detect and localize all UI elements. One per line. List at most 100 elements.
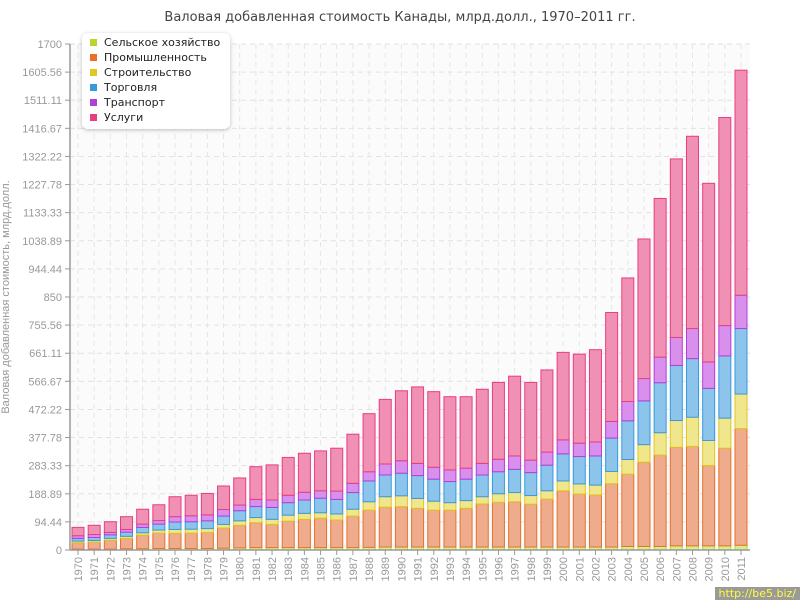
bar-segment <box>233 524 247 549</box>
bar-segment <box>314 517 328 549</box>
bar-segment <box>540 490 554 500</box>
bar-segment <box>524 503 538 548</box>
bar-segment <box>297 491 311 501</box>
axes: 0 94.44 188.89 283.33 377.78 472.22 566.67 661.… <box>22 39 750 581</box>
bar-segment <box>508 468 522 494</box>
bar-segment <box>443 396 457 471</box>
bar-segment <box>346 515 360 549</box>
bar-segment <box>508 501 522 548</box>
bar-segment <box>346 433 360 484</box>
bar-segment <box>217 509 231 517</box>
bar-segment <box>330 498 344 515</box>
bar-segment <box>394 495 408 508</box>
bar-segment <box>556 351 570 441</box>
bar-segment <box>669 446 683 547</box>
x-tick-label: 1999 <box>542 557 554 581</box>
y-tick-label: 850 <box>44 292 62 304</box>
x-tick-label: 2005 <box>639 557 651 581</box>
y-tick-label: 94.44 <box>34 517 62 529</box>
bar-segment <box>685 445 699 547</box>
bar-segment <box>184 515 198 523</box>
bar-segment <box>443 481 457 504</box>
x-tick-label: 2001 <box>574 557 586 581</box>
bar-segment <box>103 534 117 539</box>
legend-item[interactable]: Промышленность <box>90 50 220 65</box>
legend-item[interactable]: Транспорт <box>90 95 220 110</box>
legend-swatch-icon <box>90 39 97 46</box>
legend-item[interactable]: Услуги <box>90 110 220 125</box>
bar-segment <box>249 466 263 500</box>
x-tick-label: 2006 <box>655 557 667 581</box>
x-tick-label: 1987 <box>348 557 360 581</box>
x-tick-label: 2008 <box>687 557 699 581</box>
legend-item[interactable]: Торговля <box>90 80 220 95</box>
bar-segment <box>572 353 586 444</box>
bar-segment <box>168 528 182 534</box>
bar-segment <box>718 417 732 449</box>
bar-segment <box>217 527 231 549</box>
y-tick-label: 1322.22 <box>22 151 62 163</box>
bar-segment <box>459 500 473 509</box>
bar-segment <box>491 501 505 548</box>
x-tick-label: 1984 <box>299 557 311 581</box>
y-tick-label: 188.89 <box>28 489 62 501</box>
bar-segment <box>217 523 231 529</box>
bar-segment <box>87 524 101 536</box>
legend-swatch-icon <box>90 54 97 61</box>
bar-segment <box>152 504 166 522</box>
bar-segment <box>233 477 247 506</box>
bar-segment <box>524 472 538 497</box>
x-tick-label: 2009 <box>704 557 716 581</box>
bar-segment <box>443 469 457 483</box>
bar-segment <box>685 416 699 447</box>
legend-label: Сельское хозяйство <box>104 36 221 49</box>
bar-segment <box>734 294 748 330</box>
bar-segment <box>265 523 279 549</box>
x-tick-label: 1995 <box>477 557 489 581</box>
bar-segment <box>281 494 295 504</box>
bar-segment <box>152 523 166 531</box>
bar-segment <box>71 526 85 537</box>
bar-segment <box>411 498 425 509</box>
bar-segment <box>718 355 732 419</box>
bar-segment <box>540 464 554 492</box>
y-tick-label: 1227.78 <box>22 180 62 192</box>
legend-item[interactable]: Сельское хозяйство <box>90 35 220 50</box>
bar-segment <box>217 485 231 511</box>
bar-segment <box>200 520 214 530</box>
watermark[interactable]: http://be5.biz/ <box>714 587 800 600</box>
bar-segment <box>540 498 554 548</box>
bar-segment <box>297 518 311 549</box>
bar-segment <box>572 493 586 548</box>
bar-segment <box>265 506 279 520</box>
bar-segment <box>637 444 651 463</box>
bar-segment <box>184 521 198 530</box>
legend-label: Транспорт <box>104 96 165 109</box>
legend-item[interactable]: Строительство <box>90 65 220 80</box>
bar-segment <box>653 356 667 384</box>
bar-segment <box>346 482 360 494</box>
bar-segment <box>330 447 344 492</box>
x-tick-label: 1980 <box>235 557 247 581</box>
bar-segment <box>605 483 619 548</box>
bar-segment <box>702 464 716 547</box>
bar-segment <box>637 378 651 402</box>
bar-segment <box>702 439 716 466</box>
x-tick-label: 1971 <box>89 557 101 581</box>
x-tick-label: 1979 <box>219 557 231 581</box>
bar-segment <box>508 492 522 503</box>
bar-segment <box>362 413 376 473</box>
bar-segment <box>605 420 619 439</box>
bar-segment <box>184 528 198 534</box>
x-tick-label: 1975 <box>154 557 166 581</box>
bar-segment <box>556 439 570 455</box>
y-tick-label: 1038.89 <box>22 236 62 248</box>
bar-segment <box>362 471 376 482</box>
y-tick-label: 472.22 <box>28 404 62 416</box>
bars <box>71 69 748 551</box>
bar-segment <box>718 325 732 357</box>
bar-segment <box>330 519 344 549</box>
x-tick-label: 1983 <box>283 557 295 581</box>
legend-swatch-icon <box>90 99 97 106</box>
